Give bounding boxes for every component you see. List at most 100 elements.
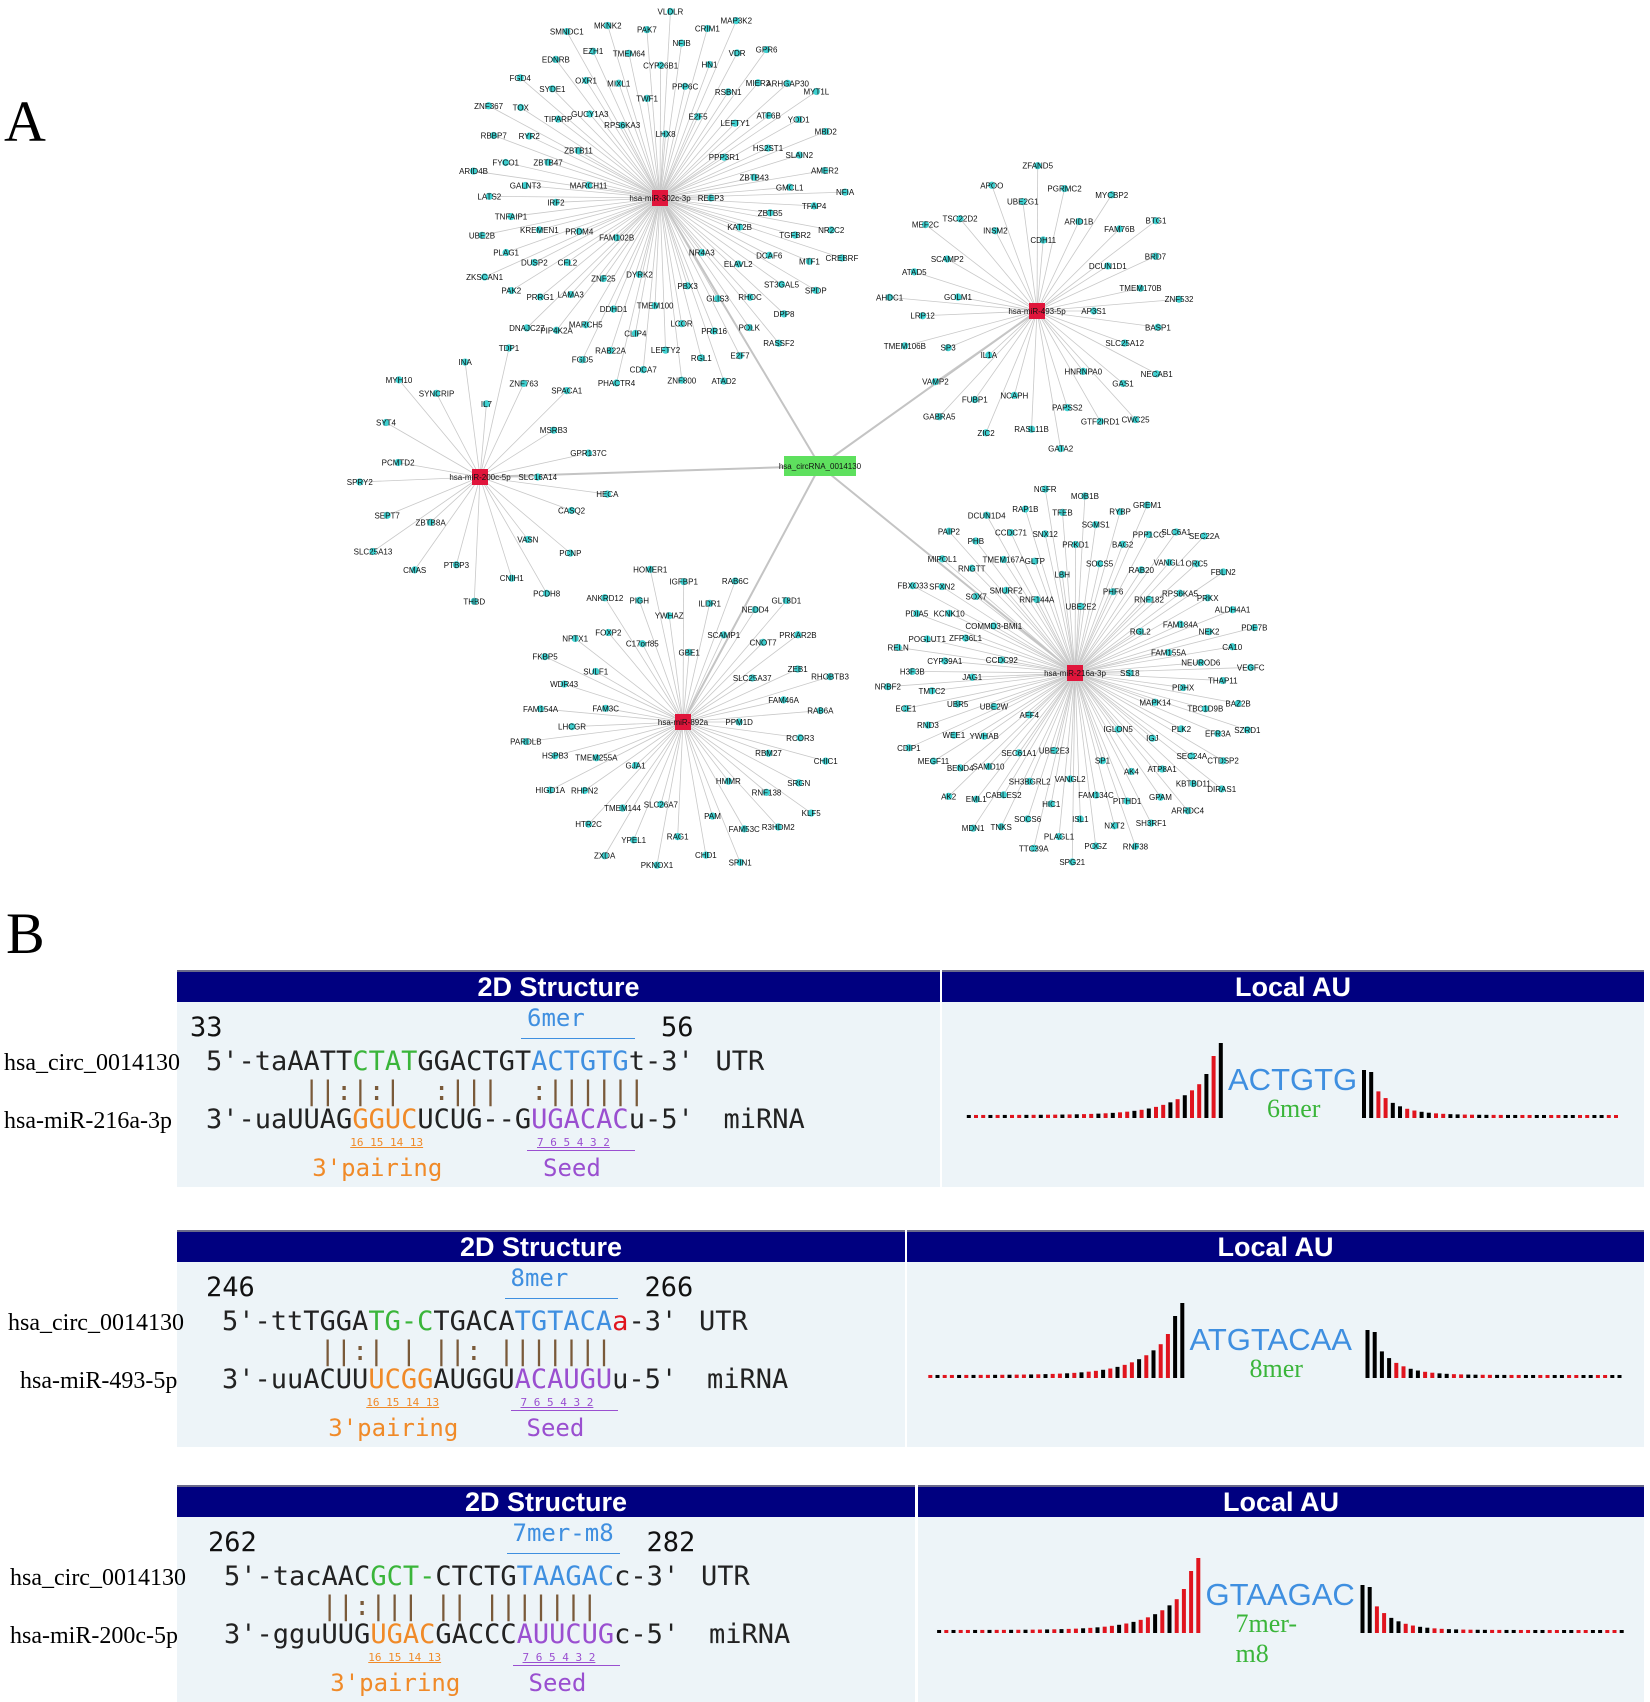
target-edge [659, 197, 740, 228]
target-node [1153, 370, 1161, 378]
target-edge [659, 170, 825, 199]
target-node [1126, 669, 1134, 677]
target-label: ORC5 [1186, 560, 1209, 569]
target-label: LCOR [670, 320, 692, 329]
target-edge [682, 721, 769, 754]
target-label: DCUN1D4 [968, 511, 1006, 520]
target-node [945, 527, 953, 535]
target-edge [993, 625, 1076, 674]
target-label: PLAGL1 [1044, 833, 1075, 842]
target-node [822, 757, 830, 765]
au-bar [1196, 1558, 1201, 1633]
au-bar [1067, 1114, 1072, 1118]
target-label: SAMD10 [972, 763, 1005, 772]
target-label: SEC22A [1189, 532, 1220, 541]
target-edge [975, 672, 1076, 800]
target-node [956, 764, 964, 772]
target-label: SLC16A14 [518, 473, 557, 482]
target-label: CCDC71 [995, 529, 1028, 538]
target-node [1137, 566, 1145, 574]
target-edge [628, 53, 661, 199]
au-bar [1518, 1629, 1523, 1633]
target-edge [1027, 672, 1076, 820]
target-node [432, 389, 441, 397]
mirna-name: hsa-miR-216a-3p [4, 1108, 172, 1134]
au-bar [1538, 1374, 1543, 1378]
au-bar [1482, 1629, 1487, 1633]
target-edge [988, 672, 1076, 767]
target-edge [1074, 496, 1086, 674]
target-edge [1074, 599, 1150, 674]
mirna-segment: 3'-uaUUAG [206, 1104, 353, 1135]
target-edge [659, 197, 832, 231]
target-label: IGJ [1146, 734, 1158, 743]
target-edge [1074, 672, 1115, 826]
target-edge [659, 197, 725, 382]
target-node [795, 151, 803, 159]
target-edge [585, 80, 661, 199]
target-edge [1074, 623, 1181, 674]
target-edge [659, 197, 785, 315]
target-edge [948, 672, 1076, 797]
target-node [571, 634, 579, 643]
target-edge [1074, 531, 1177, 674]
target-label: TMEM106B [884, 342, 926, 351]
target-label: RYR2 [519, 132, 541, 141]
target-edge [398, 462, 481, 478]
target-edge [479, 476, 548, 594]
target-edge [1061, 574, 1076, 674]
target-label: GREM1 [1133, 501, 1162, 510]
au-bar [1082, 1114, 1086, 1118]
target-edge [682, 652, 690, 723]
mirna-type-label: miRNA [723, 1104, 805, 1135]
target-node [536, 705, 545, 713]
target-node [546, 786, 554, 794]
target-node [762, 788, 771, 796]
target-node [1115, 225, 1124, 233]
target-edge [1031, 310, 1038, 430]
utr-segment: c-3' [614, 1561, 680, 1592]
target-node [720, 153, 728, 161]
target-label: PKNOX1 [641, 861, 674, 870]
target-node [736, 352, 744, 360]
au-bar [1002, 1114, 1007, 1118]
target-label: PIGH [629, 596, 649, 605]
target-node [1092, 791, 1100, 799]
target-label: LHX8 [656, 130, 677, 139]
target-edge [511, 197, 661, 291]
target-node [681, 82, 689, 90]
target-label: GMCL1 [776, 183, 804, 192]
target-node [1092, 842, 1100, 850]
au-bar [1072, 1372, 1077, 1378]
target-node [1098, 757, 1107, 765]
target-edge [359, 476, 481, 483]
target-node [1179, 683, 1187, 692]
local-au-pane [907, 1262, 1644, 1447]
au-bar [1096, 1113, 1101, 1118]
target-node [520, 379, 528, 388]
au-bar [1218, 1043, 1223, 1118]
target-node [1075, 217, 1083, 226]
target-edge [1074, 652, 1169, 674]
target-label: PPP1CC [1133, 530, 1165, 539]
au-bar [1181, 1589, 1186, 1633]
mirna-segment: GGUC [352, 1104, 418, 1135]
au-bar [1093, 1370, 1098, 1378]
target-edge [660, 721, 684, 805]
target-node [983, 511, 991, 519]
target-label: RAB20 [1129, 566, 1155, 575]
target-node [639, 366, 647, 374]
target-edge [668, 615, 684, 723]
target-edge [566, 31, 661, 199]
target-label: MIXL1 [607, 79, 631, 88]
target-edge [479, 476, 571, 554]
target-label: CLIP4 [624, 329, 647, 338]
target-node [1184, 807, 1192, 815]
target-node [1201, 705, 1209, 713]
au-bar [1389, 1617, 1394, 1633]
target-edge [1074, 524, 1097, 674]
target-edge [659, 82, 759, 199]
target-node [481, 273, 489, 281]
au-bar [1138, 1619, 1143, 1633]
target-edge [1036, 298, 1180, 312]
